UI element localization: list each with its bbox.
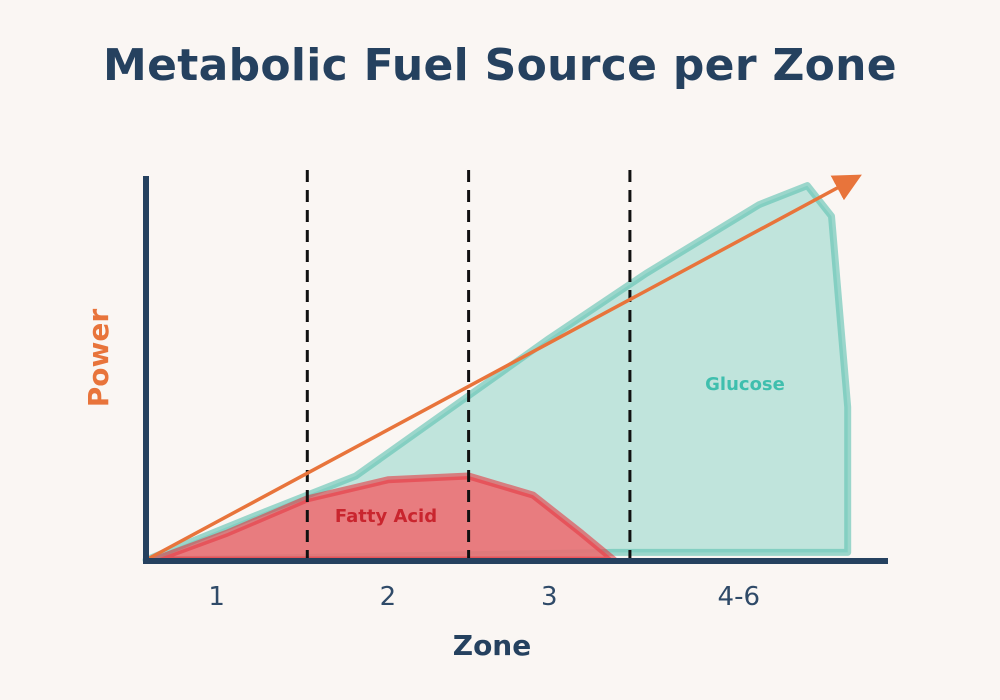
- x-tick-label-2: 2: [380, 582, 397, 612]
- area-layer: [142, 182, 852, 564]
- x-tick-label-3: 3: [541, 582, 558, 612]
- trend-layer: [144, 174, 862, 562]
- x-tick-labels: 1 2 3 4-6: [208, 582, 760, 612]
- axes: [143, 176, 888, 564]
- glucose-label: Glucose: [705, 374, 785, 395]
- x-axis-title: Zone: [453, 629, 531, 662]
- glucose-area: [142, 182, 852, 564]
- power-trend-arrow: [144, 174, 862, 562]
- y-axis-title: Power: [82, 309, 115, 408]
- x-tick-label-4: 4-6: [718, 582, 760, 612]
- zone-dividers: [305, 170, 632, 564]
- chart-title: Metabolic Fuel Source per Zone: [103, 40, 897, 91]
- fatty-acid-label: Fatty Acid: [335, 506, 437, 527]
- x-tick-label-1: 1: [208, 582, 225, 612]
